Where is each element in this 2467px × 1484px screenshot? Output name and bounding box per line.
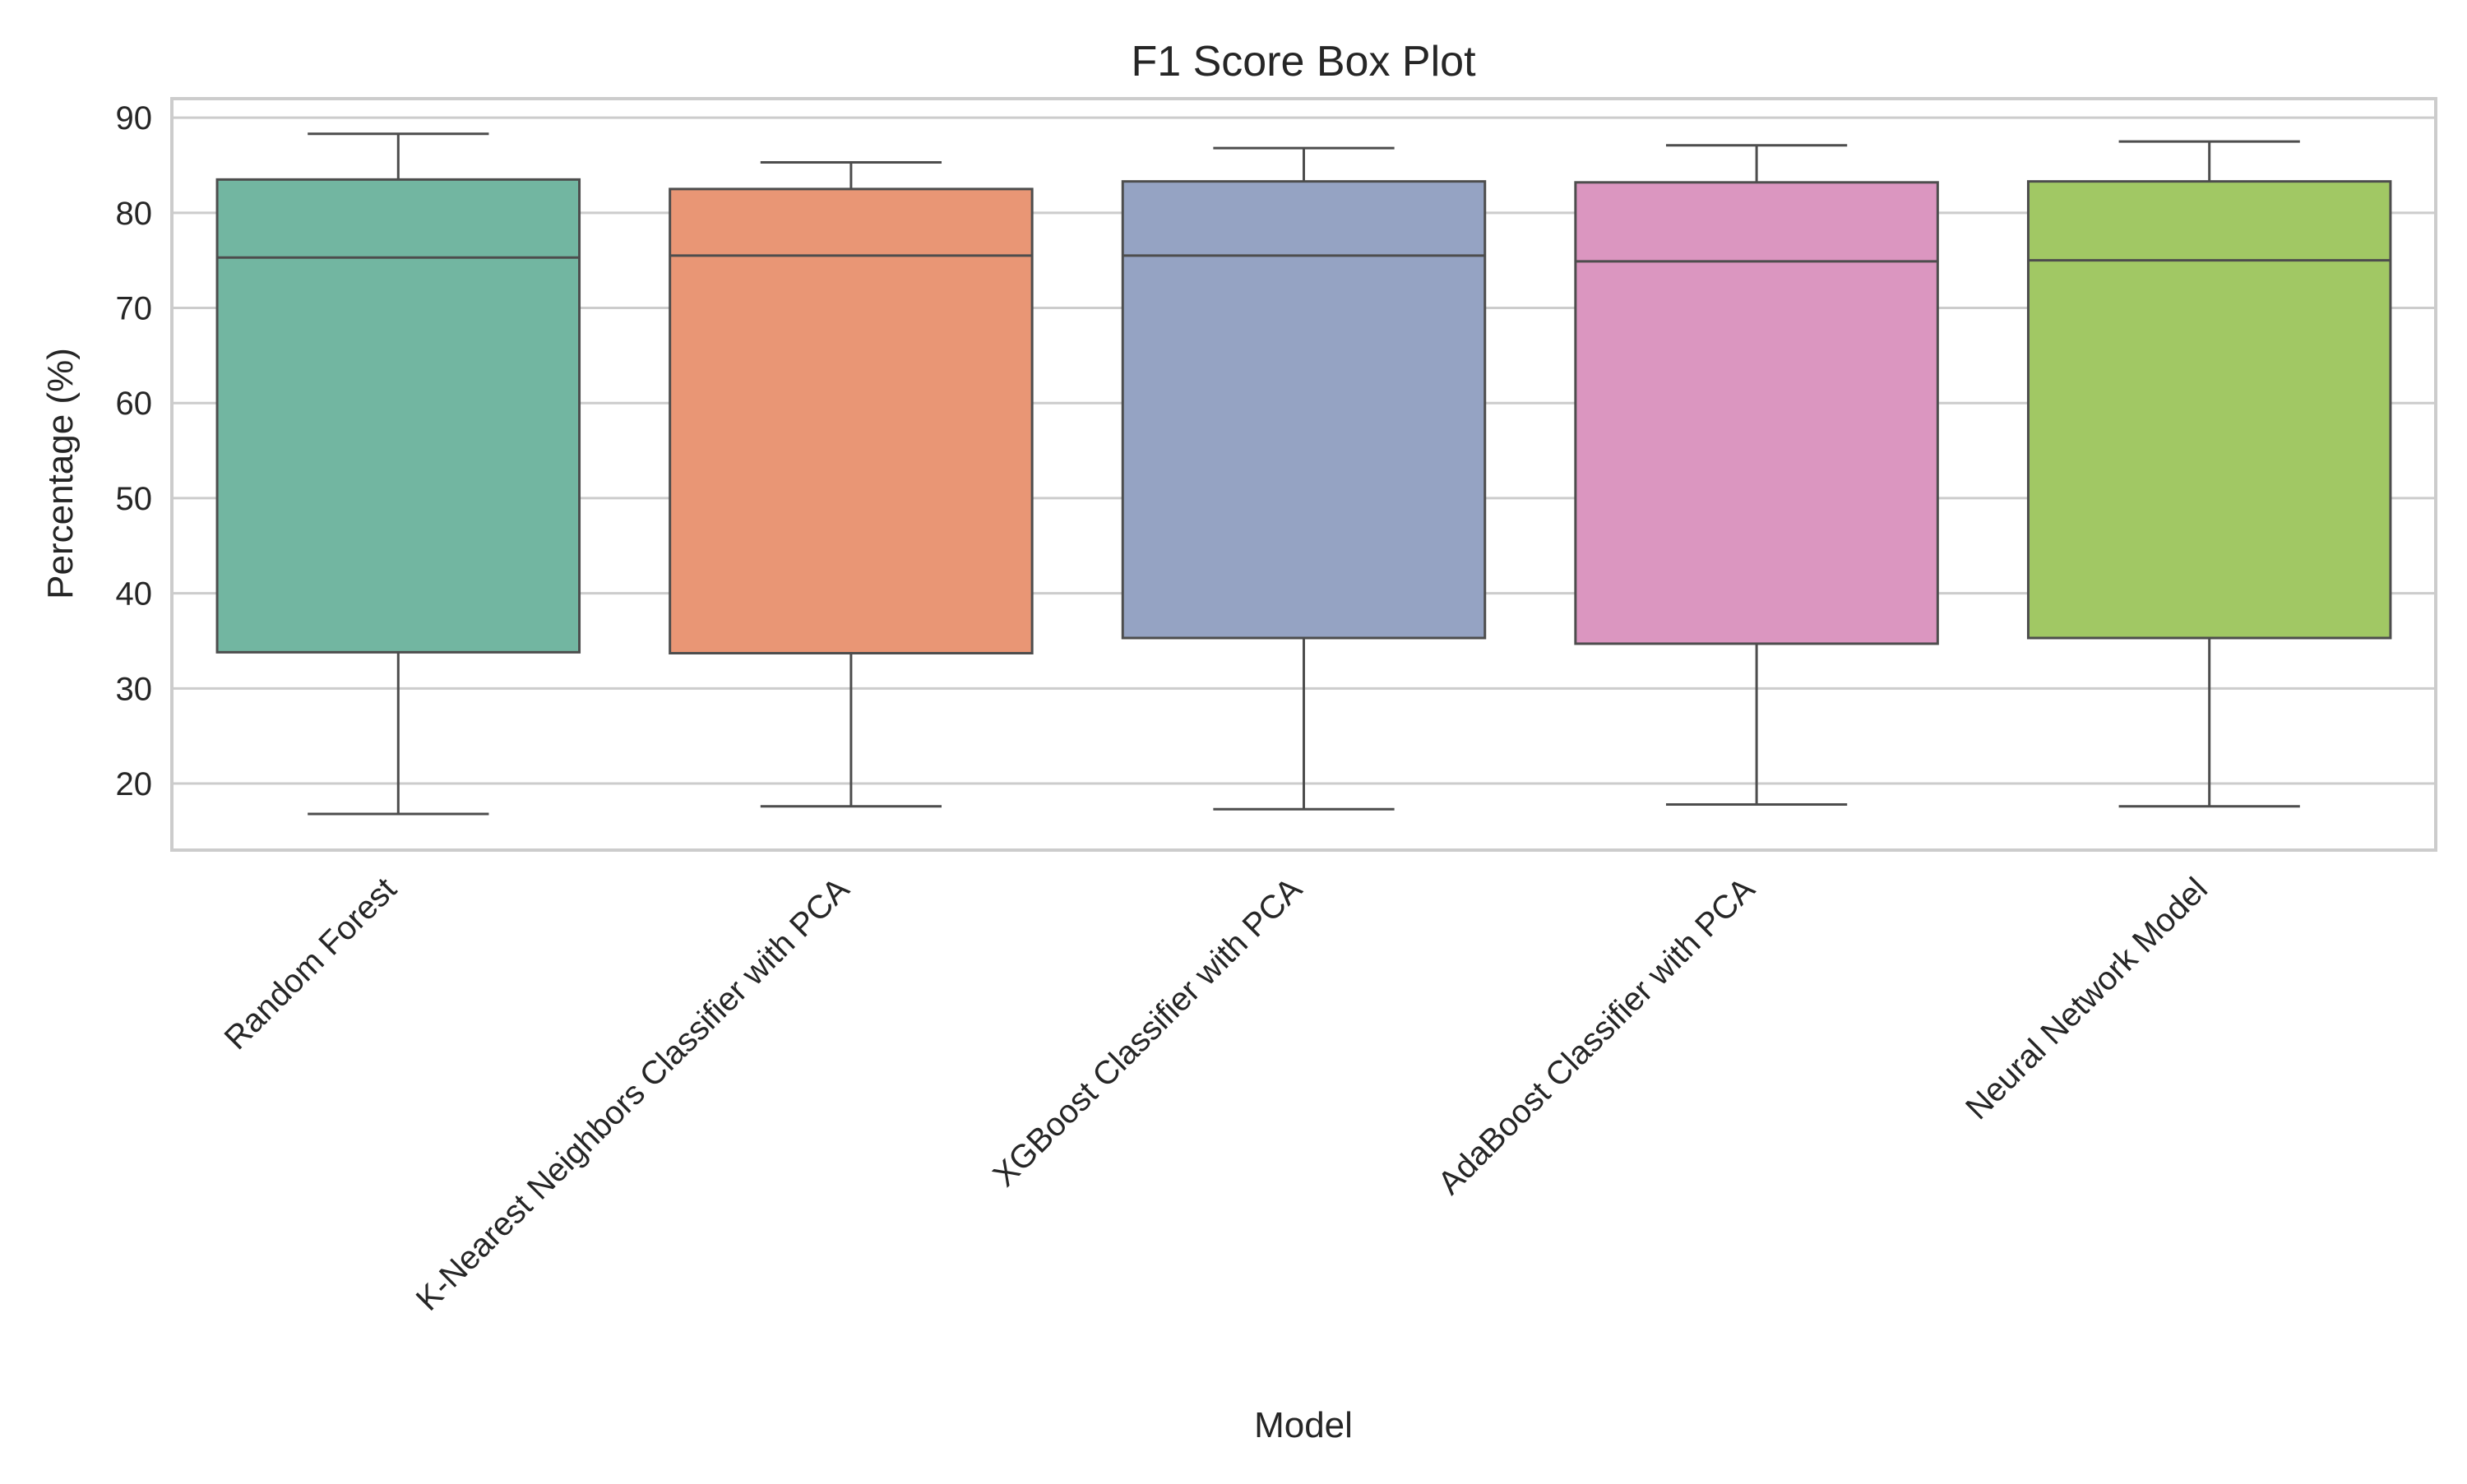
- x-tick-label-5: Neural Network Model: [1959, 871, 2215, 1126]
- box-body: [1574, 181, 1939, 645]
- box-3: [1121, 146, 1487, 811]
- box-1: [215, 132, 581, 816]
- y-tick-label-40: 40: [116, 576, 153, 613]
- box-body: [215, 178, 581, 654]
- x-axis-label: Model: [1254, 1405, 1353, 1445]
- x-tick-label-2: K-Nearest Neighbors Classifier with PCA: [410, 871, 857, 1318]
- y-tick-label-80: 80: [116, 196, 153, 232]
- boxes: [215, 132, 2392, 816]
- y-axis-label: Percentage (%): [40, 348, 81, 599]
- y-tick-labels: 20 30 40 50 60 70 80 90: [116, 100, 153, 802]
- plot-frame: [170, 97, 2437, 852]
- x-tick-label-1: Random Forest: [218, 871, 404, 1056]
- box-body: [1121, 180, 1487, 640]
- box-5: [2026, 140, 2392, 808]
- y-tick-label-90: 90: [116, 100, 153, 136]
- x-tick-label-4: AdaBoost Classifier with PCA: [1431, 871, 1761, 1201]
- y-tick-label-20: 20: [116, 766, 153, 802]
- y-tick-label-60: 60: [116, 386, 153, 422]
- box-body: [2026, 180, 2392, 640]
- box-4: [1574, 144, 1939, 806]
- box-body: [669, 187, 1034, 655]
- y-tick-label-70: 70: [116, 291, 153, 327]
- y-tick-label-50: 50: [116, 481, 153, 517]
- chart-title: F1 Score Box Plot: [1131, 38, 1476, 86]
- x-tick-labels: Random Forest K-Nearest Neighbors Classif…: [218, 871, 2215, 1318]
- x-tick-label-3: XGBoost Classifier with PCA: [986, 871, 1309, 1194]
- box-2: [669, 161, 1034, 808]
- y-tick-label-30: 30: [116, 671, 153, 707]
